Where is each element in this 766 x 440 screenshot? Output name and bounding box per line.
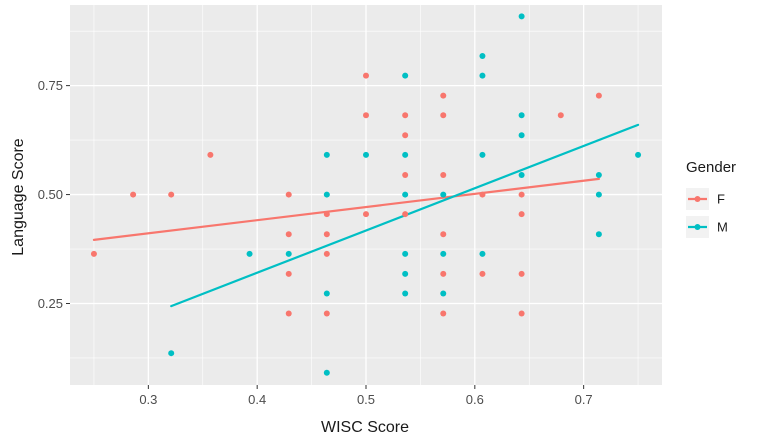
data-point-m [168,350,175,357]
data-point-f [363,211,369,218]
data-point-m [479,250,486,257]
data-point-f [130,191,137,198]
x-tick-label: 0.3 [139,392,157,407]
data-point-f [323,310,330,317]
data-point-m [285,250,292,257]
data-point-m [402,290,409,297]
data-point-f [207,151,214,158]
data-point-f [557,112,564,119]
data-point-f [479,270,486,277]
data-point-f [363,72,369,79]
data-point-f [90,250,97,257]
data-point-m [440,290,447,297]
data-point-f [402,132,409,139]
data-point-f [402,112,409,119]
data-point-m [479,151,486,158]
legend-key-point [694,224,701,230]
data-point-f [323,211,330,218]
data-point-f [323,250,330,257]
data-point-m [402,191,409,198]
x-axis-ticks: 0.3 0.4 0.5 0.6 0.7 [139,385,593,407]
data-point-m [440,191,447,198]
data-point-f [518,191,525,198]
y-axis-ticks: 0.25 0.50 0.75 [38,78,70,311]
x-tick-label: 0.7 [575,392,593,407]
data-point-f [285,231,292,238]
data-point-m [402,72,409,79]
legend: Gender FM [686,159,736,238]
data-point-f [402,211,409,218]
data-point-m [595,231,602,238]
data-point-m [518,112,525,119]
y-tick-label: 0.25 [38,296,63,311]
data-point-f [440,310,447,317]
data-point-m [518,13,525,20]
data-point-f [440,171,447,178]
data-point-f [440,231,447,238]
x-tick-label: 0.6 [466,392,484,407]
legend-label-m: M [717,220,728,235]
major-gridlines [70,5,662,385]
data-point-f [285,310,292,317]
data-point-f [168,191,175,198]
data-point-m [246,250,253,257]
data-point-m [402,250,409,257]
data-point-m [402,270,409,277]
data-point-m [363,151,369,158]
data-point-f [363,112,369,119]
data-point-f [518,270,525,277]
data-point-f [402,171,409,178]
data-points [90,13,642,376]
x-axis-title: WISC Score [321,419,409,436]
data-point-m [323,191,330,198]
data-point-m [323,369,330,376]
legend-key-point [694,196,701,202]
legend-label-f: F [717,192,725,207]
y-tick-label: 0.75 [38,78,63,93]
data-point-f [479,191,486,198]
data-point-f [323,231,330,238]
data-point-f [440,92,447,99]
data-point-f [440,270,447,277]
x-tick-label: 0.5 [357,392,375,407]
data-point-f [518,310,525,317]
data-point-f [285,270,292,277]
y-tick-label: 0.50 [38,187,63,202]
y-axis-title: Language Score [10,138,27,256]
data-point-m [402,151,409,158]
data-point-f [285,191,292,198]
data-point-f [595,92,602,99]
data-point-m [635,151,642,158]
data-point-f [440,112,447,119]
data-point-m [479,52,486,59]
data-point-m [518,171,525,178]
x-tick-label: 0.4 [248,392,266,407]
data-point-m [323,151,330,158]
data-point-m [518,132,525,139]
data-point-f [518,211,525,218]
legend-title: Gender [686,159,736,176]
data-point-m [479,72,486,79]
data-point-m [595,191,602,198]
data-point-m [323,290,330,297]
trend-line-f [92,177,600,241]
data-point-m [440,250,447,257]
data-point-m [595,171,602,178]
